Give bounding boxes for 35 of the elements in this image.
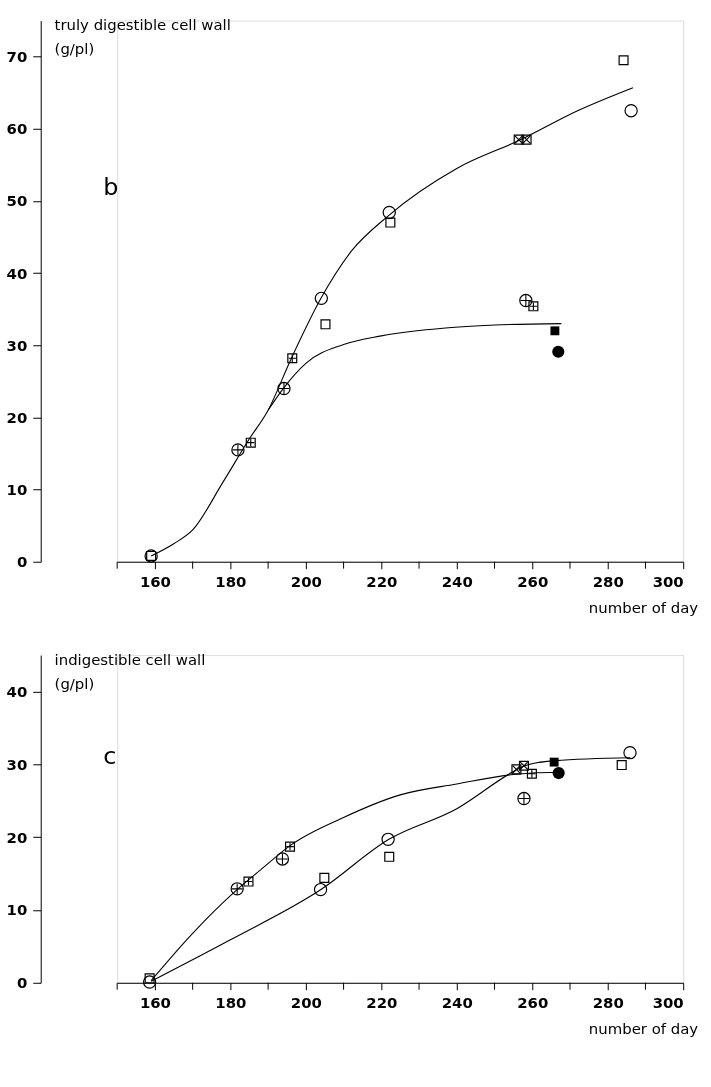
x-tick-label: 180: [215, 573, 247, 592]
y-tick-label: 60: [6, 120, 28, 139]
y-tick-label: 30: [6, 336, 28, 355]
y-tick-label: 10: [6, 901, 28, 920]
x-tick-label: 220: [366, 573, 398, 592]
y-tick-label: 20: [6, 408, 28, 427]
x-tick-label: 260: [517, 994, 549, 1013]
y-tick-label: 10: [6, 481, 28, 500]
x-tick-label: 240: [441, 994, 473, 1013]
x-tick-label: 280: [592, 994, 624, 1013]
x-axis-title: number of day: [588, 599, 699, 618]
y-axis-title: truly digestible cell wall (g/pl): [54, 16, 231, 59]
x-tick-label: 220: [366, 994, 398, 1013]
x-tick-label: 160: [139, 994, 171, 1013]
y-tick-label: 40: [6, 264, 28, 283]
x-tick-label: 300: [652, 573, 684, 592]
x-tick-label: 260: [517, 573, 549, 592]
text: c: [103, 741, 117, 770]
y-tick-label: 0: [16, 974, 28, 993]
y-tick-label: 30: [6, 755, 28, 774]
x-axis-title: number of day: [588, 1020, 699, 1039]
y-tick-label: 70: [6, 48, 28, 67]
y-tick-label: 40: [6, 682, 28, 701]
x-tick-label: 300: [652, 994, 684, 1013]
x-tick-label: 280: [592, 573, 624, 592]
y-axis-title: indigestible cell wall (g/pl): [54, 651, 206, 693]
x-tick-label: 160: [139, 573, 171, 592]
annotation: b: [103, 173, 119, 202]
x-tick-label: 240: [441, 573, 473, 592]
y-tick-label: 0: [16, 553, 28, 572]
x-tick-label: 200: [290, 573, 322, 592]
x-tick-label: 180: [215, 994, 247, 1013]
y-tick-label: 50: [6, 192, 28, 211]
x-tick-label: 200: [290, 994, 322, 1013]
y-tick-label: 20: [6, 828, 28, 847]
